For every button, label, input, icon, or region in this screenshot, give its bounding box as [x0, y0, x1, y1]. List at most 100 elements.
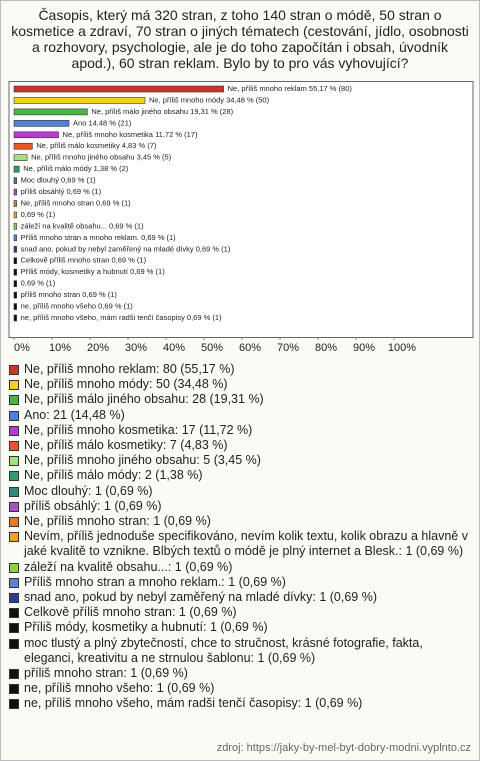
bar-label: Ne, příliš mnoho jiného obsahu 3,45 % (5… — [31, 153, 172, 162]
legend-text: Moc dlouhý: 1 (0,69 %) — [24, 483, 153, 498]
legend-swatch — [9, 365, 19, 375]
bar — [13, 314, 17, 322]
legend-text: příliš mnoho stran: 1 (0,69 %) — [24, 666, 188, 681]
legend-item: Moc dlouhý: 1 (0,69 %) — [9, 484, 471, 499]
bar-label: ne, příliš mnoho všeho, mám radši tenčí … — [21, 313, 222, 322]
legend-swatch — [9, 638, 19, 649]
legend-swatch — [9, 577, 19, 588]
legend-item: Celkově příliš mnoho stran: 1 (0,69 %) — [9, 605, 471, 620]
legend-swatch — [9, 441, 19, 452]
legend-swatch — [9, 608, 19, 619]
bar — [13, 291, 17, 299]
legend-item: Příliš mnoho stran a mnoho reklam.: 1 (0… — [9, 575, 471, 590]
bar-label: 0,69 % (1) — [21, 210, 56, 219]
bar — [13, 120, 70, 127]
legend-text: Ano: 21 (14,48 %) — [24, 407, 125, 422]
x-tick-label: 70% — [277, 342, 299, 354]
legend-item: Ne, příliš mnoho módy: 50 (34,48 %) — [9, 377, 471, 392]
bar — [13, 154, 28, 161]
bar-label: záleží na kvalitě obsahu... 0,69 % (1) — [21, 221, 144, 230]
legend-item: Ne, příliš mnoho kosmetika: 17 (11,72 %) — [9, 423, 471, 438]
legend-text: Ne, příliš mnoho jiného obsahu: 5 (3,45 … — [24, 453, 261, 468]
legend-item: Ne, příliš málo módy: 2 (1,38 %) — [9, 468, 471, 483]
bar-label: ne, příliš mnoho všeho 0,69 % (1) — [21, 302, 134, 311]
legend-text: ne, příliš mnoho všeho: 1 (0,69 %) — [24, 681, 215, 696]
legend-swatch — [9, 456, 19, 467]
x-tick-label: 10% — [49, 342, 71, 354]
bar-label: Ne, příliš mnoho stran 0,69 % (1) — [21, 198, 132, 207]
bar — [13, 177, 17, 184]
x-tick-label: 60% — [239, 342, 261, 354]
bar — [13, 200, 17, 207]
legend-swatch — [9, 471, 19, 482]
plot-frame — [8, 81, 474, 338]
bar — [13, 188, 17, 196]
bar — [13, 97, 146, 104]
chart-title: Časopis, který má 320 stran, z toho 140 … — [11, 7, 469, 71]
bar-label: Ne, příliš málo jiného obsahu 19,31 % (2… — [91, 107, 233, 116]
bar-label: Ne, příliš mnoho módy 34,48 % (50) — [149, 95, 270, 104]
bar — [13, 280, 17, 287]
legend-text: Celkově příliš mnoho stran: 1 (0,69 %) — [24, 605, 237, 620]
bar-label: Příliš módy, kosmetiky a hubnutí 0,69 % … — [21, 267, 166, 276]
chart: 0% 10% 20% 30% 40% 50% 60% 70% 80% 90% 100% Ne, pří… — [8, 81, 474, 354]
legend-swatch — [9, 532, 19, 543]
legend-text: záleží na kvalitě obsahu...: 1 (0,69 %) — [24, 559, 233, 574]
bar — [13, 246, 17, 253]
bar-label: Ne, příliš mnoho reklam 55,17 % (80) — [228, 84, 353, 93]
bar — [13, 234, 17, 242]
legend-item: Ne, příliš málo jiného obsahu: 28 (19,31… — [9, 392, 471, 407]
legend-item: Nevím, příliš jednoduše specifikováno, n… — [9, 529, 471, 559]
bar-label: Příliš mnoho stran a mnoho reklam. 0,69 … — [21, 233, 177, 242]
legend-swatch — [9, 562, 19, 573]
x-tick-label: 80% — [315, 342, 337, 354]
x-tick-label: 20% — [87, 342, 109, 354]
legend-item: Ne, příliš málo kosmetiky: 7 (4,83 %) — [9, 438, 471, 453]
legend-swatch — [9, 425, 19, 436]
source: zdroj: https://jaky-by-mel-byt-dobry-mod… — [216, 742, 471, 754]
legend-item: Příliš módy, kosmetiky a hubnutí: 1 (0,6… — [9, 620, 471, 635]
bar-label: příliš obsáhlý 0,69 % (1) — [21, 187, 102, 196]
legend-item: příliš mnoho stran: 1 (0,69 %) — [9, 666, 471, 681]
legend-text: moc tlustý a plný zbytečností, chce to s… — [24, 635, 423, 665]
x-tick-label: 90% — [353, 342, 375, 354]
bar-label: Celkově příliš mnoho stran 0,69 % (1) — [21, 256, 147, 265]
legend-item: Ne, příliš mnoho stran: 1 (0,69 %) — [9, 514, 471, 529]
x-tick-label: 0% — [14, 342, 30, 354]
legend-item: moc tlustý a plný zbytečností, chce to s… — [9, 636, 471, 666]
bar-label: příliš mnoho stran 0,69 % (1) — [21, 290, 118, 299]
bar — [13, 142, 33, 150]
bar — [13, 131, 59, 139]
bar-label: Ano 14,48 % (21) — [73, 118, 132, 127]
bar — [13, 165, 20, 173]
legend-swatch — [9, 395, 19, 406]
legend-text: příliš obsáhlý: 1 (0,69 %) — [24, 498, 162, 513]
legend-swatch — [9, 380, 19, 391]
legend-item: záleží na kvalitě obsahu...: 1 (0,69 %) — [9, 560, 471, 575]
legend-text: Příliš módy, kosmetiky a hubnutí: 1 (0,6… — [24, 620, 268, 635]
legend-item: příliš obsáhlý: 1 (0,69 %) — [9, 499, 471, 514]
bar — [13, 303, 17, 310]
legend-swatch — [9, 623, 19, 634]
legend-swatch — [9, 684, 19, 695]
bar — [13, 85, 224, 93]
bar — [13, 268, 17, 276]
legend-swatch — [9, 486, 19, 497]
legend-swatch — [9, 593, 19, 604]
legend-text: Ne, příliš mnoho reklam: 80 (55,17 %) — [24, 362, 235, 376]
legend-swatch — [9, 669, 19, 680]
legend-text: Ne, příliš mnoho stran: 1 (0,69 %) — [24, 514, 211, 529]
legend-swatch — [9, 517, 19, 528]
legend-text: Ne, příliš mnoho kosmetika: 17 (11,72 %) — [24, 422, 253, 437]
bar-label: Ne, příliš mnoho kosmetika 11,72 % (17) — [63, 130, 198, 139]
legend: Ne, příliš mnoho reklam: 80 (55,17 %) Ne,… — [9, 362, 471, 712]
legend-swatch — [9, 501, 19, 512]
legend-text: ne, příliš mnoho všeho, mám radši tenčí … — [24, 696, 363, 711]
legend-text: Příliš mnoho stran a mnoho reklam.: 1 (0… — [24, 574, 286, 589]
bar — [13, 211, 17, 219]
legend-text: Ne, příliš mnoho módy: 50 (34,48 %) — [24, 377, 228, 392]
legend-text: Nevím, příliš jednoduše specifikováno, n… — [24, 529, 468, 559]
bar-label: Moc dlouhý 0,69 % (1) — [21, 176, 97, 185]
legend-item: ne, příliš mnoho všeho: 1 (0,69 %) — [9, 681, 471, 696]
